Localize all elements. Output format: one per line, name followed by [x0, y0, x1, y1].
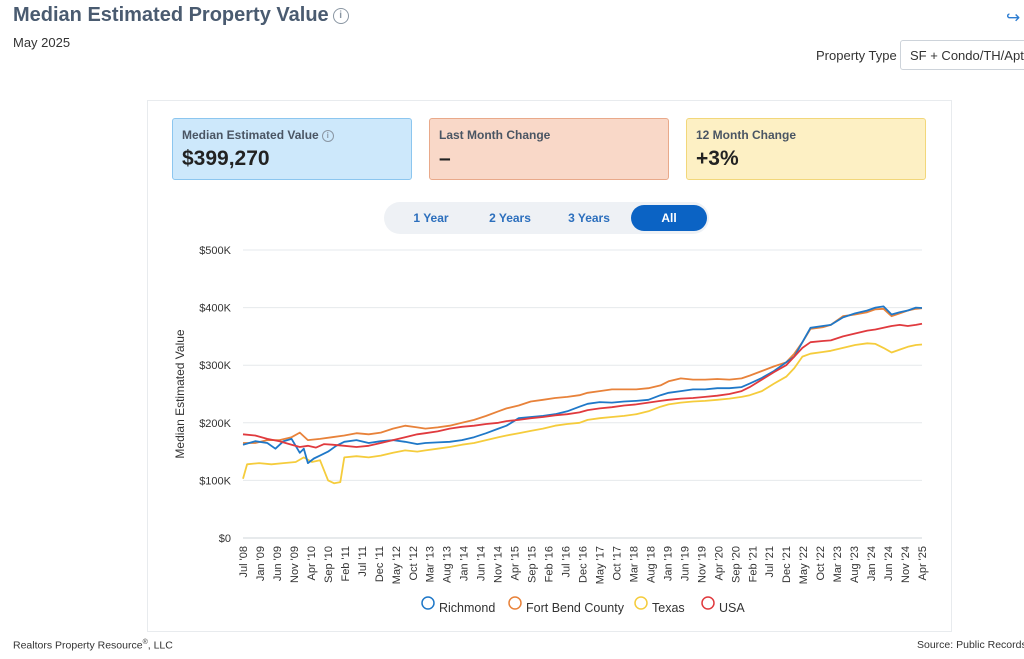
x-tick-label: Apr '25 [917, 546, 929, 581]
median-value-info-icon[interactable]: i [321, 130, 334, 142]
twelve-month-change-card-label: 12 Month Change [696, 128, 797, 142]
legend-label: Texas [652, 601, 685, 615]
legend-label: USA [719, 601, 745, 615]
property-type-select[interactable]: SF + Condo/TH/Apt [900, 40, 1024, 70]
x-tick-label: Apr '20 [713, 546, 725, 581]
legend-marker [634, 596, 648, 610]
range-3-years-button[interactable]: 3 Years [568, 211, 610, 225]
time-range-toggle: 1 Year 2 Years 3 Years All [384, 202, 709, 234]
legend-marker [701, 596, 715, 610]
x-tick-label: Apr '10 [306, 546, 318, 581]
footer-source-label: Source: [917, 639, 954, 651]
range-1-year-button[interactable]: 1 Year [413, 211, 449, 225]
x-tick-label: Jun '19 [679, 546, 691, 581]
x-tick-label: Nov '14 [493, 546, 505, 583]
legend-label: Richmond [439, 601, 495, 615]
share-icon[interactable]: ↪ [1006, 8, 1021, 27]
page-title: Median Estimated Property Value i [13, 4, 349, 27]
y-tick-label: $200K [199, 418, 231, 430]
range-all-button[interactable]: All [631, 205, 707, 231]
x-tick-label: Jun '09 [272, 546, 284, 581]
legend-label: Fort Bend County [526, 601, 625, 615]
x-tick-label: Oct '17 [611, 546, 623, 581]
info-icon[interactable]: i [332, 8, 349, 24]
last-month-change-card-value: – [439, 147, 451, 170]
x-tick-label: Dec '11 [374, 546, 386, 582]
x-tick-label: Nov '09 [289, 546, 301, 583]
y-tick-label: $0 [219, 533, 231, 545]
x-tick-label: Sep '15 [527, 546, 539, 583]
x-tick-label: May '12 [391, 546, 403, 584]
legend-marker [508, 596, 522, 610]
y-axis-label: Median Estimated Value [173, 329, 187, 459]
x-tick-label: Feb '11 [340, 546, 352, 582]
x-tick-label: Aug '23 [849, 546, 861, 583]
x-tick-label: Jul '16 [561, 546, 573, 577]
x-tick-label: Jun '24 [883, 546, 895, 581]
x-tick-label: Jan '19 [662, 546, 674, 581]
x-tick-label: Jul '21 [764, 546, 776, 577]
x-tick-label: Sep '10 [323, 546, 335, 583]
x-tick-label: May '17 [594, 546, 606, 584]
x-tick-label: May '22 [798, 546, 810, 584]
series-line-texas [242, 342, 923, 485]
chart-panel [147, 100, 952, 632]
y-tick-label: $300K [199, 360, 231, 372]
x-tick-label: Aug '13 [442, 546, 454, 583]
last-month-change-card-label: Last Month Change [439, 128, 551, 142]
x-tick-label: Sep '20 [730, 546, 742, 583]
footer-company: Realtors Property Resource®, LLC [13, 639, 173, 652]
x-tick-label: Jun '14 [476, 546, 488, 581]
x-tick-label: Dec '21 [781, 546, 793, 583]
x-tick-label: Nov '24 [900, 546, 912, 583]
range-2-years-button[interactable]: 2 Years [489, 211, 531, 225]
x-tick-label: Jan '24 [866, 546, 878, 581]
x-tick-label: Mar '13 [425, 546, 437, 582]
x-tick-label: Jan '09 [255, 546, 267, 581]
x-tick-label: Mar '18 [628, 546, 640, 582]
x-tick-label: Jan '14 [459, 546, 471, 581]
x-tick-label: Dec '16 [578, 546, 590, 583]
series-line-usa [242, 322, 923, 449]
x-tick-label: Apr '15 [510, 546, 522, 581]
twelve-month-change-card-value: +3% [696, 147, 739, 170]
footer-source-value: Public Records [956, 639, 1024, 651]
y-tick-label: $100K [199, 475, 231, 487]
x-tick-label: Aug '18 [645, 546, 657, 583]
legend-marker [421, 596, 435, 610]
page-title-text: Median Estimated Property Value [13, 4, 329, 26]
footer-source: Source: Public Records [917, 639, 1024, 651]
x-tick-label: Jul '08 [238, 546, 250, 577]
y-tick-label: $500K [199, 245, 231, 257]
x-tick-label: Nov '19 [696, 546, 708, 583]
x-tick-label: Feb '21 [747, 546, 759, 582]
x-tick-label: Feb '16 [544, 546, 556, 582]
last-month-change-card: Last Month Change – [429, 118, 669, 180]
twelve-month-change-card: 12 Month Change +3% [686, 118, 926, 180]
median-value-card: Median Estimated Value i $399,270 [172, 118, 412, 180]
series-line-richmond [242, 305, 923, 464]
median-value-card-value: $399,270 [182, 147, 270, 170]
x-tick-label: Oct '22 [815, 546, 827, 581]
date-subtitle: May 2025 [13, 35, 71, 50]
median-value-card-label: Median Estimated Value i [182, 128, 402, 142]
x-tick-label: Oct '12 [408, 546, 420, 581]
x-tick-label: Jul '11 [357, 546, 369, 577]
property-type-label: Property Type [816, 48, 897, 63]
y-tick-label: $400K [199, 303, 231, 315]
x-tick-label: Mar '23 [832, 546, 844, 582]
